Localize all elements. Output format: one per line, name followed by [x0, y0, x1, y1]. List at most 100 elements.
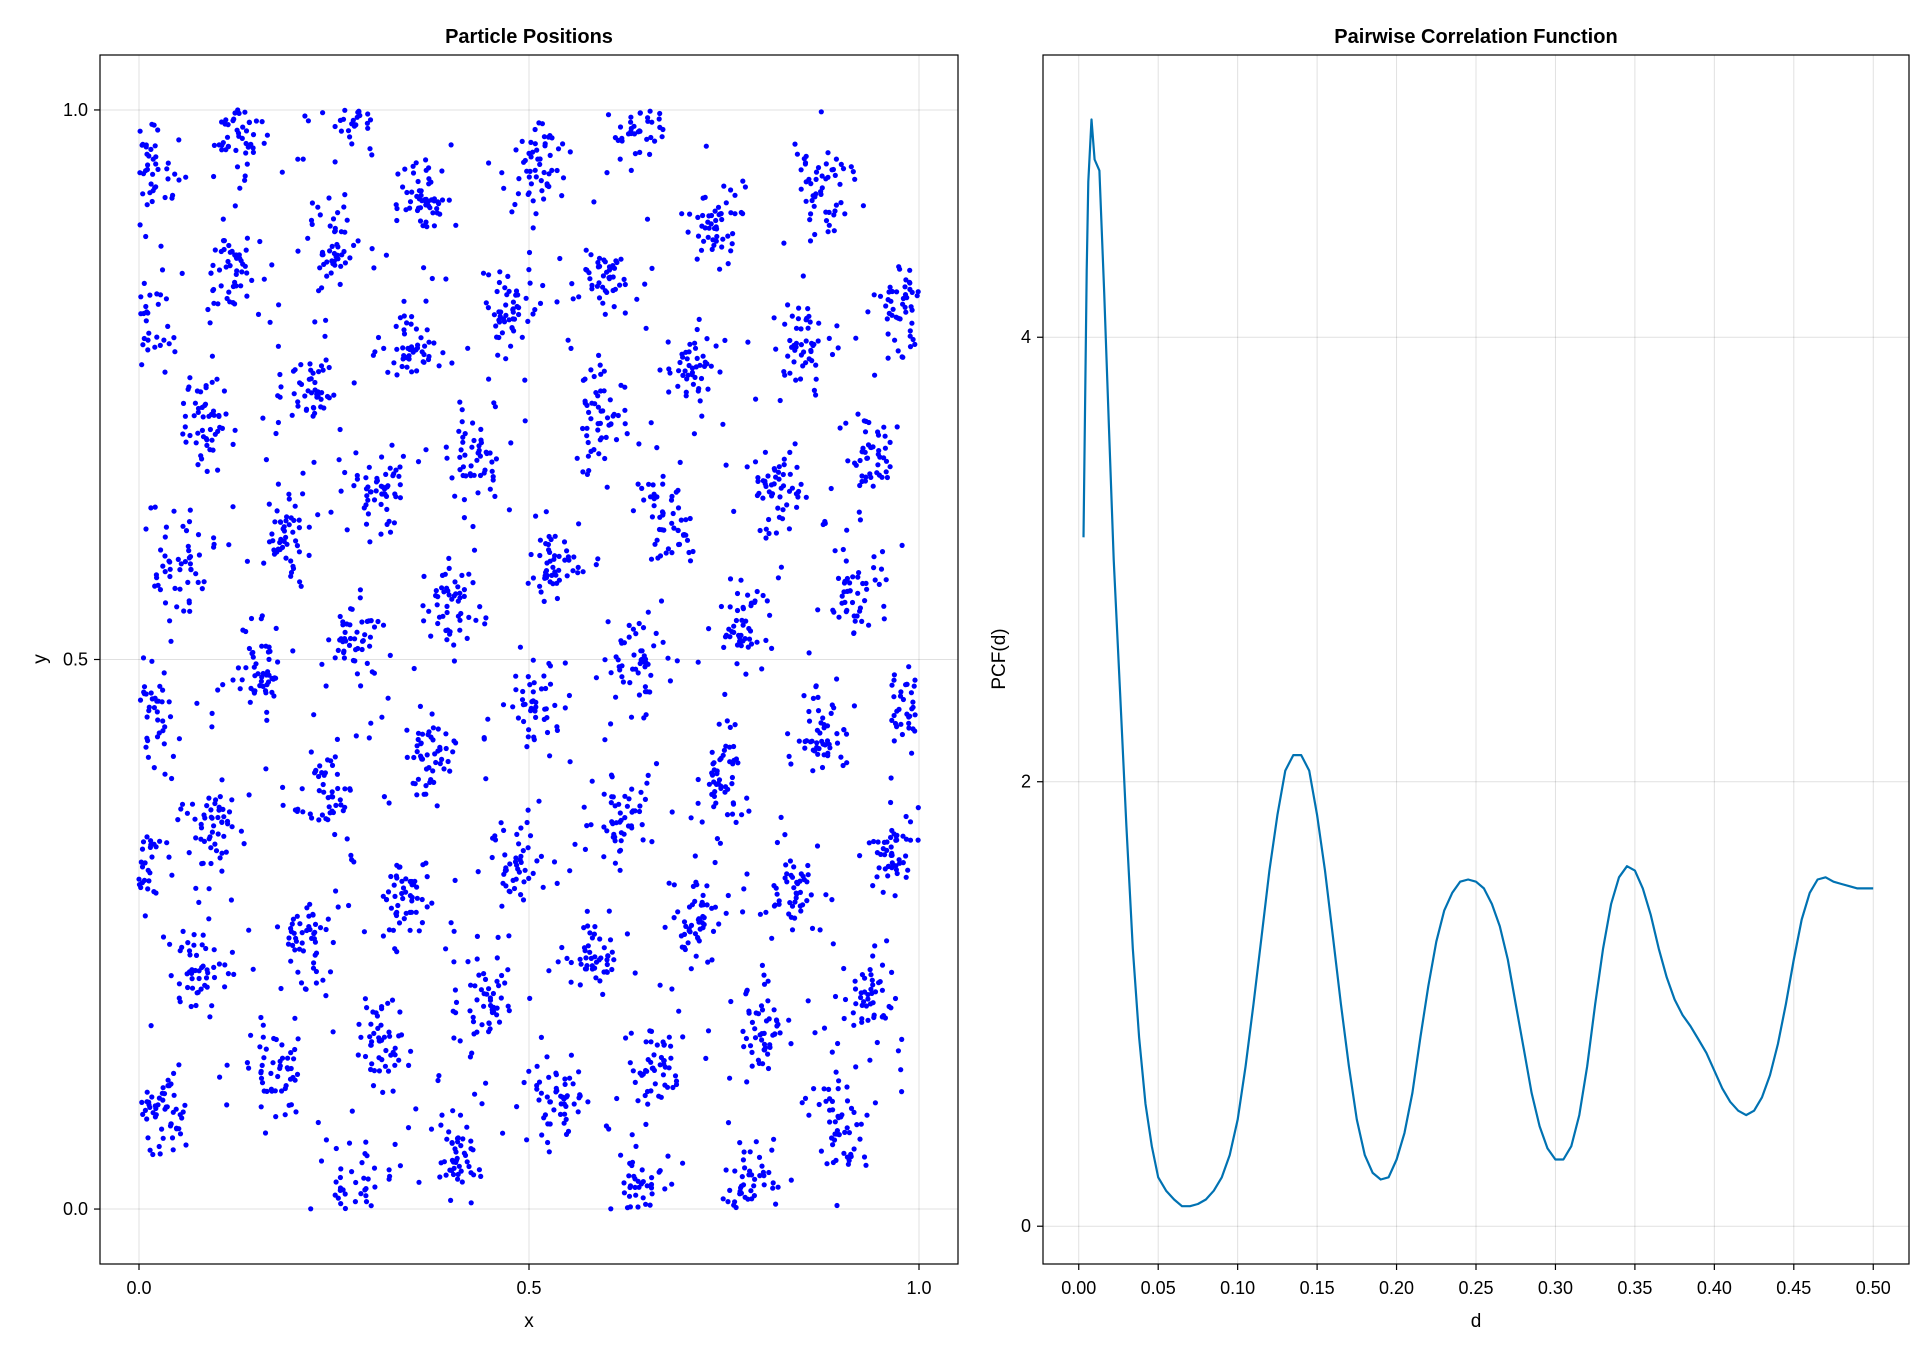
scatter-point	[227, 249, 233, 255]
scatter-point	[622, 384, 628, 390]
scatter-point	[313, 950, 320, 956]
scatter-point	[896, 264, 902, 270]
scatter-point	[158, 243, 164, 249]
scatter-point	[714, 836, 721, 842]
scatter-point	[551, 1107, 557, 1113]
scatter-point	[421, 618, 427, 624]
scatter-point	[304, 905, 310, 911]
scatter-point	[724, 812, 731, 818]
scatter-point	[642, 689, 649, 695]
scatter-point	[439, 585, 445, 591]
scatter-point	[561, 1101, 568, 1107]
scatter-point	[643, 712, 649, 718]
scatter-point	[419, 756, 426, 762]
scatter-point	[142, 860, 148, 866]
scatter-point	[383, 484, 389, 490]
scatter-point	[470, 420, 476, 426]
scatter-point	[832, 993, 839, 1000]
scatter-point	[187, 608, 193, 614]
scatter-point	[216, 804, 222, 810]
scatter-point	[813, 376, 819, 382]
scatter-point	[415, 776, 421, 782]
scatter-point	[741, 1149, 747, 1155]
scatter-point	[492, 404, 498, 410]
scatter-point	[642, 684, 649, 690]
scatter-point	[612, 860, 619, 866]
scatter-xtick-label: 0.0	[126, 1278, 151, 1298]
scatter-point	[730, 231, 736, 237]
scatter-point	[310, 911, 316, 918]
scatter-point	[139, 846, 146, 852]
scatter-point	[687, 558, 694, 564]
scatter-point	[416, 1179, 422, 1185]
scatter-point	[209, 829, 215, 835]
scatter-point	[437, 744, 443, 750]
scatter-point	[554, 167, 560, 174]
scatter-point	[217, 424, 223, 430]
scatter-point	[755, 478, 761, 484]
scatter-point	[434, 210, 440, 216]
scatter-point	[296, 946, 303, 952]
scatter-point	[161, 1091, 168, 1097]
scatter-point	[542, 575, 548, 581]
scatter-point	[144, 151, 150, 157]
scatter-point	[771, 903, 778, 909]
scatter-point	[598, 371, 604, 377]
scatter-point	[286, 935, 292, 941]
scatter-point	[522, 377, 528, 383]
scatter-point	[706, 213, 712, 219]
scatter-point	[332, 831, 338, 838]
scatter-point	[545, 541, 552, 548]
scatter-point	[755, 1057, 762, 1063]
scatter-point	[385, 889, 392, 895]
scatter-point	[316, 288, 322, 294]
scatter-point	[819, 173, 825, 179]
scatter-point	[143, 526, 149, 532]
scatter-point	[362, 1053, 369, 1060]
scatter-point	[685, 372, 691, 378]
scatter-point	[145, 162, 151, 168]
scatter-point	[225, 971, 231, 977]
scatter-point	[520, 702, 527, 708]
scatter-point	[363, 521, 370, 527]
scatter-point	[374, 1013, 380, 1019]
scatter-point	[452, 1146, 458, 1152]
scatter-point	[143, 744, 149, 750]
scatter-point	[738, 577, 744, 583]
scatter-point	[547, 549, 553, 556]
scatter-point	[145, 347, 151, 353]
scatter-point	[804, 315, 810, 321]
scatter-point	[359, 619, 365, 625]
scatter-point	[350, 657, 356, 664]
scatter-point	[600, 300, 606, 306]
scatter-point	[365, 1176, 371, 1182]
scatter-point	[777, 1030, 783, 1036]
scatter-point	[444, 637, 450, 643]
scatter-point	[183, 439, 189, 445]
scatter-point	[649, 1175, 655, 1181]
scatter-point	[606, 1126, 612, 1132]
scatter-point	[783, 862, 789, 868]
scatter-point	[907, 344, 914, 350]
scatter-point	[910, 699, 916, 705]
scatter-point	[835, 575, 842, 582]
scatter-point	[544, 729, 551, 736]
scatter-point	[312, 410, 318, 416]
scatter-point	[308, 1206, 314, 1212]
scatter-point	[876, 581, 882, 588]
scatter-point	[137, 128, 143, 134]
scatter-point	[337, 281, 343, 287]
scatter-point	[684, 537, 691, 543]
scatter-point	[649, 119, 655, 125]
scatter-point	[372, 1184, 378, 1190]
scatter-point	[193, 885, 199, 891]
scatter-point	[815, 751, 821, 757]
scatter-point	[556, 577, 563, 583]
scatter-point	[754, 639, 760, 645]
scatter-point	[145, 1135, 151, 1141]
scatter-point	[583, 247, 589, 253]
scatter-point	[418, 741, 424, 747]
scatter-point	[705, 959, 711, 965]
scatter-point	[903, 874, 909, 880]
scatter-point	[482, 621, 488, 627]
